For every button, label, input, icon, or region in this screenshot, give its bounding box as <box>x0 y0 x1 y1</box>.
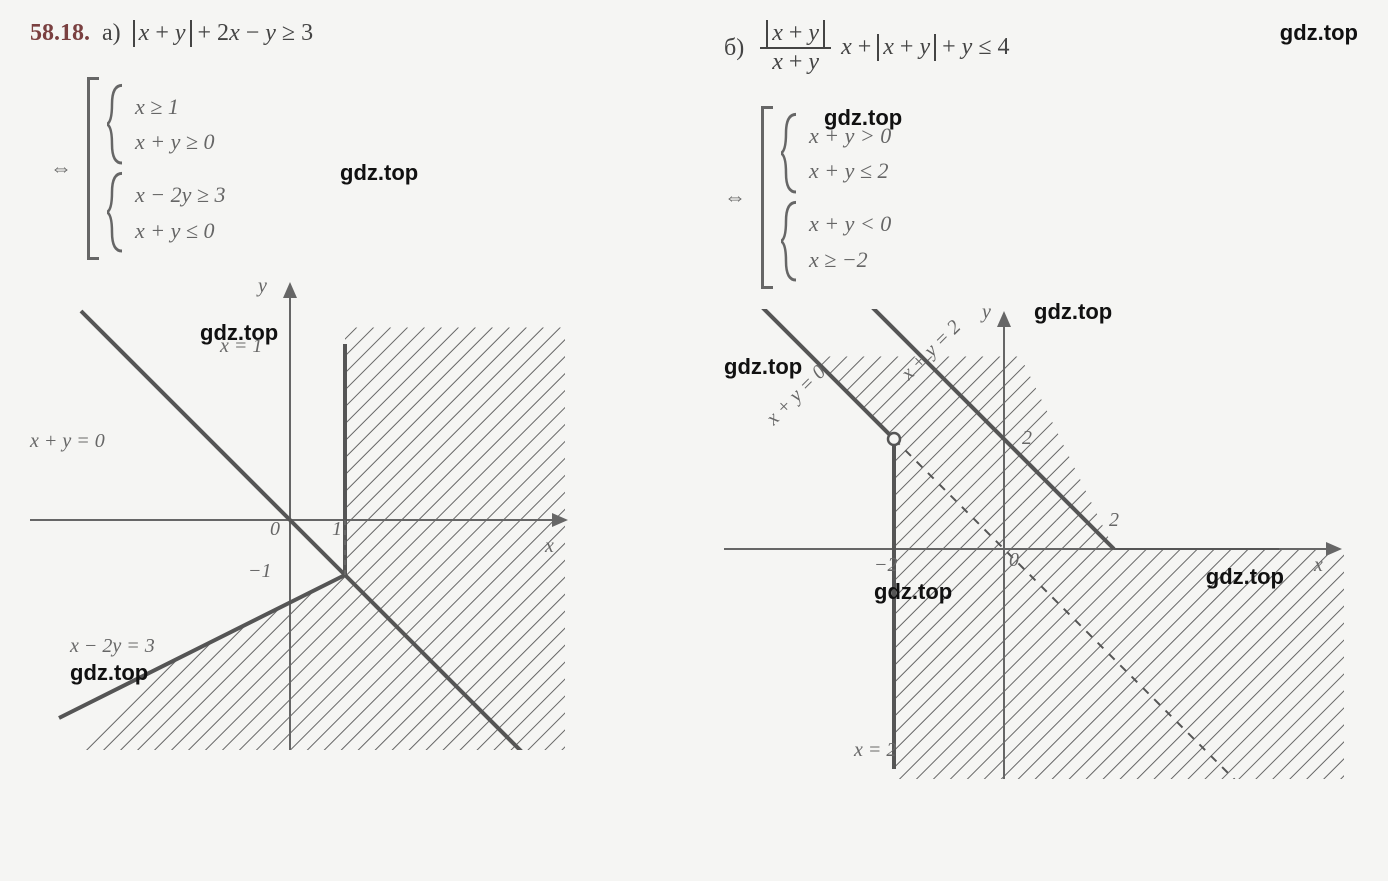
system-line: x + y ≤ 2 <box>809 153 891 188</box>
tick-label: 2 <box>1022 427 1032 450</box>
curly-brace-icon <box>781 200 801 282</box>
system-line: x + y ≤ 0 <box>135 213 225 248</box>
curly-brace-icon <box>107 83 127 165</box>
tick-label: 1 <box>332 518 342 541</box>
line-label: x = 2 <box>854 739 896 762</box>
tick-label: −1 <box>248 560 272 583</box>
inequality-a: x + y + 2x − y ≥ 3 <box>133 20 313 47</box>
y-axis-label: y <box>258 275 267 298</box>
plot-b: gdz.top gdz.top gdz.top gdz.top x + y = … <box>724 309 1344 779</box>
x-axis-label: x <box>545 535 554 558</box>
x-axis-label: x <box>1314 554 1323 577</box>
system-line: x ≥ −2 <box>809 242 891 277</box>
line-label: x + y = 0 <box>30 430 105 453</box>
line-label: x = 1 <box>220 335 262 358</box>
square-bracket-icon <box>87 77 99 260</box>
system-line: x + y < 0 <box>809 206 891 241</box>
origin-label: 0 <box>1009 549 1019 572</box>
curly-brace-icon <box>781 112 801 194</box>
problem-a-header: 58.18. а) x + y + 2x − y ≥ 3 <box>30 20 664 47</box>
square-bracket-icon <box>761 106 773 289</box>
part-a-label: а) <box>102 20 121 47</box>
column-a: 58.18. а) x + y + 2x − y ≥ 3 gdz.top ⇔ x… <box>0 0 694 881</box>
system-line: x − 2y ≥ 3 <box>135 177 225 212</box>
column-b: б) x + y x + y x + x + y + y ≤ 4 gdz.top… <box>694 0 1388 881</box>
iff-symbol: ⇔ <box>724 184 746 210</box>
system-line: x + y ≥ 0 <box>135 124 225 159</box>
tick-label: −2 <box>874 554 898 577</box>
problem-b-header: б) x + y x + y x + x + y + y ≤ 4 <box>724 20 1358 76</box>
curly-brace-icon <box>107 171 127 253</box>
problem-number: 58.18. <box>30 20 90 47</box>
line-label: x − 2y = 3 <box>70 635 155 658</box>
system-line: x ≥ 1 <box>135 89 225 124</box>
iff-symbol: ⇔ <box>50 155 72 181</box>
plot-a: gdz.top gdz.top x = 1 x + y = 0 x − 2y =… <box>30 280 570 750</box>
origin-label: 0 <box>270 518 280 541</box>
system-line: x + y > 0 <box>809 118 891 153</box>
systems-a: ⇔ x ≥ 1 x + y ≥ 0 x − 2y ≥ 3 x + y ≤ 0 <box>50 77 664 260</box>
part-b-label: б) <box>724 35 744 62</box>
y-axis-label: y <box>982 301 991 324</box>
inequality-b: x + y x + y x + x + y + y ≤ 4 <box>756 20 1009 76</box>
systems-b: ⇔ x + y > 0 x + y ≤ 2 x + y < 0 x ≥ −2 <box>724 106 1358 289</box>
tick-label: 2 <box>1109 509 1119 532</box>
